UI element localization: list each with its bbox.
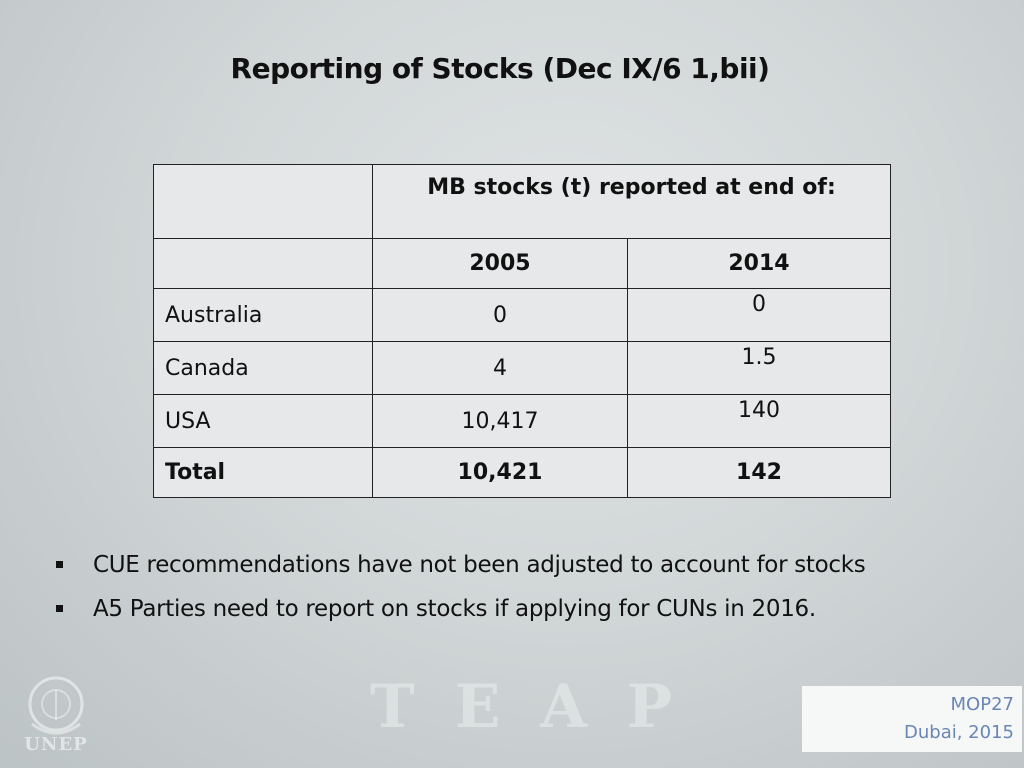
bullet-item: CUE recommendations have not been adjust… [56,546,866,590]
footer-box: MOP27 Dubai, 2015 [802,686,1022,752]
table-total-row: Total 10,421 142 [153,447,891,498]
country-cell: USA [153,394,373,448]
country-cell: Canada [153,341,373,395]
square-bullet-icon [56,605,63,612]
square-bullet-icon [56,561,63,568]
value-2014-cell: 140 [627,394,891,448]
table-row: USA 10,417 140 [153,394,891,448]
footer-event: MOP27 [950,694,1014,715]
unep-logo-icon [28,676,84,735]
stocks-header-cell: MB stocks (t) reported at end of: [372,164,891,239]
empty-header-cell [153,164,373,239]
bullet-item: A5 Parties need to report on stocks if a… [56,590,865,634]
slide-title: Reporting of Stocks (Dec IX/6 1,bii) [230,52,770,85]
total-2005-cell: 10,421 [372,447,628,498]
unep-watermark-text: UNEP [24,734,88,755]
country-cell: Australia [153,288,373,342]
value-2014-cell: 1.5 [627,341,891,395]
footer-location: Dubai, 2015 [904,722,1014,743]
table-header-row: MB stocks (t) reported at end of: [153,164,891,239]
total-2014-cell: 142 [627,447,891,498]
total-label-cell: Total [153,447,373,498]
bullet-text: A5 Parties need to report on stocks if a… [93,596,816,622]
bullet-list: CUE recommendations have not been adjust… [56,546,866,634]
value-2005-cell: 0 [372,288,628,342]
value-2014-cell: 0 [627,288,891,342]
value-2005-cell: 10,417 [372,394,628,448]
empty-year-cell [153,238,373,289]
value-2005-cell: 4 [372,341,628,395]
table-row: Canada 4 1.5 [153,341,891,395]
stocks-table: MB stocks (t) reported at end of: 2005 2… [153,164,891,498]
bullet-text: CUE recommendations have not been adjust… [93,552,866,578]
year-2005-cell: 2005 [372,238,628,289]
table-row: Australia 0 0 [153,288,891,342]
year-2014-cell: 2014 [627,238,891,289]
table-year-row: 2005 2014 [153,238,891,289]
teap-watermark: TEAP [370,672,713,742]
